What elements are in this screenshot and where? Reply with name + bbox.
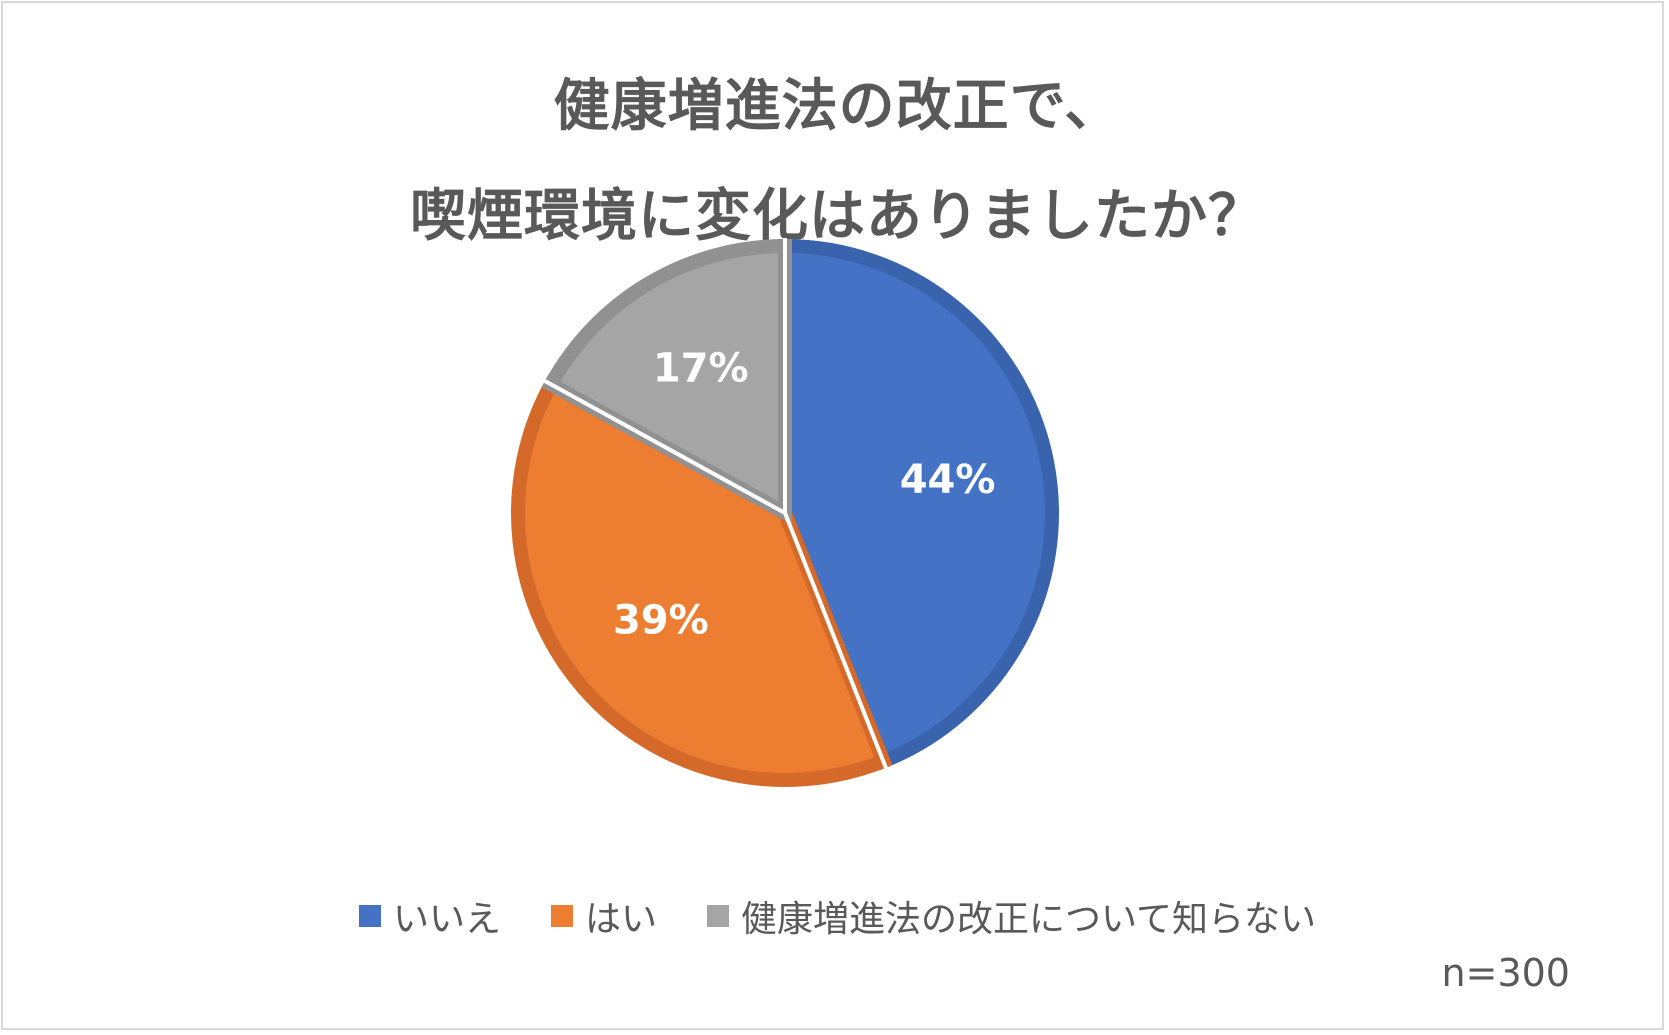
chart-legend: いいえ はい 健康増進法の改正について知らない <box>3 891 1669 941</box>
pie-slice-hai <box>511 374 893 787</box>
legend-label-hai: はい <box>585 899 658 940</box>
data-label-unknown: 17% <box>653 346 749 392</box>
legend-label-iie: いいえ <box>393 899 502 940</box>
legend-swatch-iie <box>359 905 382 927</box>
pie-slice-iie <box>778 238 1059 771</box>
sample-size-note: n=300 <box>1441 951 1570 995</box>
pie-chart: 44% 39% 17% <box>511 238 1059 787</box>
data-label-iie: 44% <box>900 457 996 503</box>
legend-swatch-unknown <box>707 905 730 927</box>
chart-title-line-2: 喫煙環境に変化はありましたか？ <box>410 184 1265 249</box>
legend-item-hai: はい <box>551 890 657 942</box>
chart-title-line-1: 健康増進法の改正で、 <box>553 74 1122 139</box>
pie-slice-unknown <box>541 238 792 525</box>
slice-separator <box>543 378 786 515</box>
slice-separator <box>783 512 889 770</box>
legend-item-unknown: 健康増進法の改正について知らない <box>707 890 1316 942</box>
data-label-hai: 39% <box>613 597 709 643</box>
legend-label-unknown: 健康増進法の改正について知らない <box>741 899 1316 940</box>
legend-swatch-hai <box>551 905 574 927</box>
legend-item-iie: いいえ <box>359 890 501 942</box>
